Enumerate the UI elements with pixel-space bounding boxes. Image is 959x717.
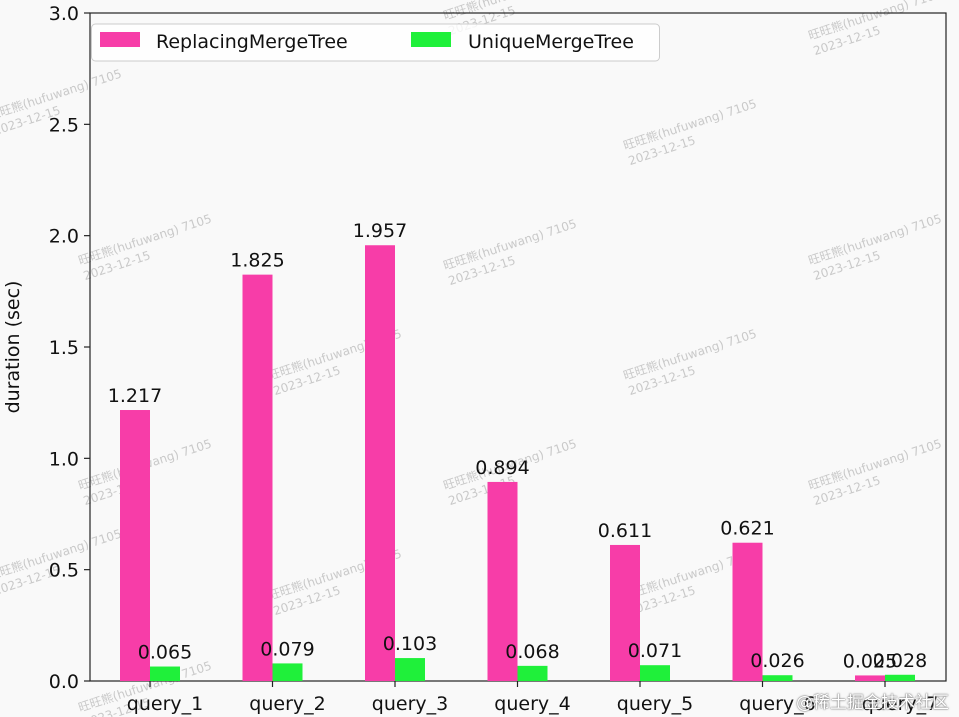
bar-unique [517, 665, 548, 681]
bar-replacing [242, 274, 273, 681]
data-label: 0.065 [138, 642, 192, 664]
bar-replacing [120, 410, 150, 681]
x-tick-label: query_1 [127, 693, 203, 715]
bar-unique [885, 674, 915, 681]
y-tick-label: 2.5 [49, 114, 79, 136]
bar-replacing [732, 542, 763, 681]
corner-watermark: @稀土掘金技术社区 [796, 693, 949, 713]
bar-unique [640, 665, 670, 681]
x-tick-label: query_3 [372, 693, 448, 715]
bar-unique [150, 666, 180, 681]
y-axis-title: duration (sec) [2, 281, 24, 414]
bar-replacing [855, 675, 885, 681]
bar-unique [272, 663, 303, 681]
y-tick-label: 3.0 [49, 3, 79, 25]
plot-area [89, 12, 947, 682]
legend-label-unique: UniqueMergeTree [468, 31, 634, 53]
bars-group [120, 245, 915, 681]
data-label: 0.026 [750, 650, 804, 672]
x-tick-label: query_5 [617, 693, 693, 715]
data-label: 0.068 [505, 641, 559, 663]
legend-swatch-unique [411, 32, 451, 47]
data-label: 0.071 [628, 640, 682, 662]
x-tick-label: query_4 [494, 693, 570, 715]
data-label: 0.103 [383, 633, 437, 655]
data-label: 0.025 [843, 650, 897, 672]
legend: ReplacingMergeTree UniqueMergeTree [91, 23, 660, 62]
data-label: 0.028 [873, 650, 927, 672]
x-axis: query_1 query_2 query_3 query_4 query_5 query… [127, 681, 938, 715]
legend-box [91, 23, 660, 62]
y-tick-label: 0.0 [49, 671, 79, 693]
bar-replacing [365, 245, 395, 681]
data-label: 1.957 [353, 220, 407, 242]
bar-unique [762, 675, 793, 681]
y-tick-label: 0.5 [49, 560, 79, 582]
x-tick-label: query_2 [249, 693, 325, 715]
bar-replacing [487, 481, 518, 681]
y-tick-label: 1.5 [49, 337, 79, 359]
data-labels-group: 1.217 1.825 1.957 0.894 0.611 0.621 0.025 0.065… [108, 220, 927, 672]
data-label: 1.825 [230, 250, 284, 272]
y-axis: 0.0 0.5 1.0 1.5 2.0 2.5 3.0 [49, 3, 90, 693]
data-label: 0.079 [260, 638, 314, 660]
y-tick-label: 2.0 [49, 226, 79, 248]
x-tick-label: query_6 [739, 693, 815, 715]
y-tick-label: 1.0 [49, 448, 79, 470]
legend-label-replacing: ReplacingMergeTree [156, 31, 348, 53]
data-label: 1.217 [108, 385, 162, 407]
x-tick-label: query_7 [862, 693, 938, 715]
bar-replacing [610, 544, 640, 681]
data-label: 0.621 [720, 518, 774, 540]
legend-swatch-replacing [100, 32, 140, 47]
data-label: 0.611 [598, 520, 652, 542]
bar-unique [395, 658, 425, 681]
data-label: 0.894 [475, 457, 529, 479]
